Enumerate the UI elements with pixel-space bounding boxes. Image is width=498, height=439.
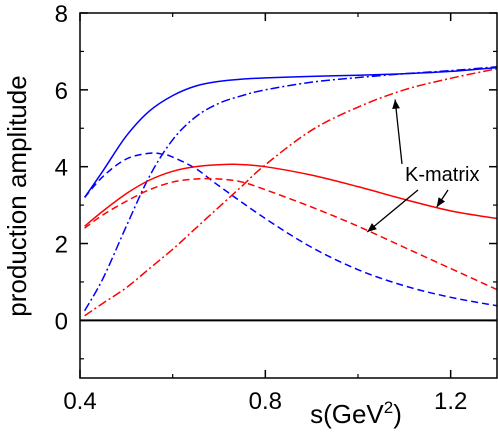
ticks-layer: [79, 12, 497, 378]
annotation-arrow-head: [436, 197, 446, 208]
series-line-2: [84, 152, 497, 307]
series-line-3: [83, 66, 497, 312]
y-axis-title: production amplitude: [2, 75, 32, 316]
labels-layer: 0.4 0.8 1.2 0 2 4 6 8: [55, 1, 468, 415]
y-tick-label: 0: [55, 308, 68, 335]
x-axis-title: s(GeV2): [310, 398, 402, 429]
x-tick-label: 1.2: [434, 388, 467, 415]
series-line-6: [84, 67, 497, 317]
annotation-arrow-head: [367, 223, 377, 232]
series-line-5: [84, 177, 497, 291]
x-tick-label: 0.8: [249, 388, 282, 415]
annotation-arrow-head: [392, 99, 400, 110]
series-line-1: [84, 66, 497, 198]
y-tick-label: 6: [55, 78, 68, 105]
annotation-arrow-line: [394, 99, 403, 165]
series-line-4: [84, 163, 497, 227]
y-tick-label: 8: [55, 1, 68, 28]
series-layer: [83, 66, 497, 317]
plot-frame: [79, 12, 498, 379]
annotation-arrows: [366, 99, 449, 233]
x-tick-label: 0.4: [63, 388, 96, 415]
annotation-arrow-line: [366, 189, 419, 233]
k-matrix-annotation: K-matrix: [405, 164, 479, 186]
y-tick-label: 4: [55, 155, 68, 182]
y-tick-label: 2: [55, 232, 68, 259]
